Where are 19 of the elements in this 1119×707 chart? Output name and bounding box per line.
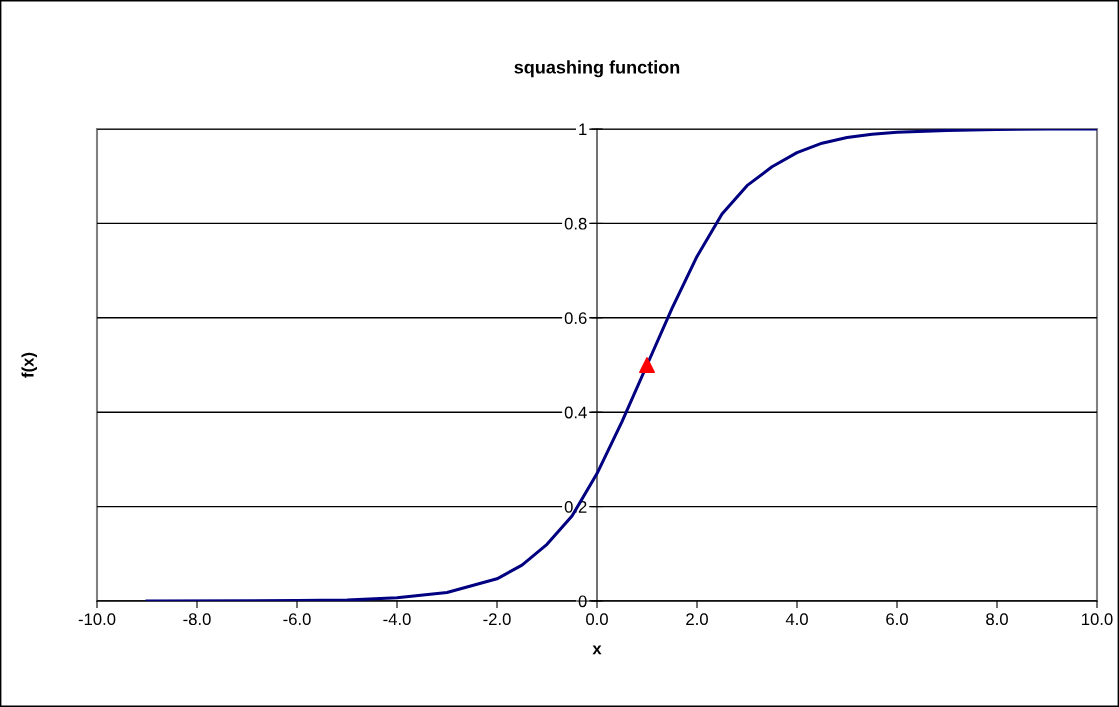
x-tick-label: 4.0 <box>785 613 808 626</box>
x-axis-title: x <box>592 645 602 655</box>
x-tick-label: 0.0 <box>586 613 608 626</box>
x-tick-label: -10.0 <box>78 613 116 626</box>
x-tick-label: -2.0 <box>483 613 511 626</box>
x-tick-label: 2.0 <box>686 613 708 626</box>
x-tick-label: 8.0 <box>986 613 1008 626</box>
x-tick-label: 6.0 <box>886 613 908 626</box>
y-tick-label: 0.4 <box>564 406 587 419</box>
y-axis-title: f(x) <box>21 352 37 378</box>
x-tick-label: 10.0 <box>1082 613 1113 626</box>
x-tick-label: -4.0 <box>383 613 411 626</box>
x-tick-label: -8.0 <box>183 613 211 626</box>
y-tick-label: 0 <box>578 595 587 608</box>
y-tick-label: 0.8 <box>564 217 587 230</box>
y-tick-label: 1 <box>579 123 587 136</box>
y-tick-label: 0.6 <box>564 312 587 324</box>
chart-title: squashing function <box>514 60 680 78</box>
x-tick-label: -6.0 <box>283 613 311 626</box>
